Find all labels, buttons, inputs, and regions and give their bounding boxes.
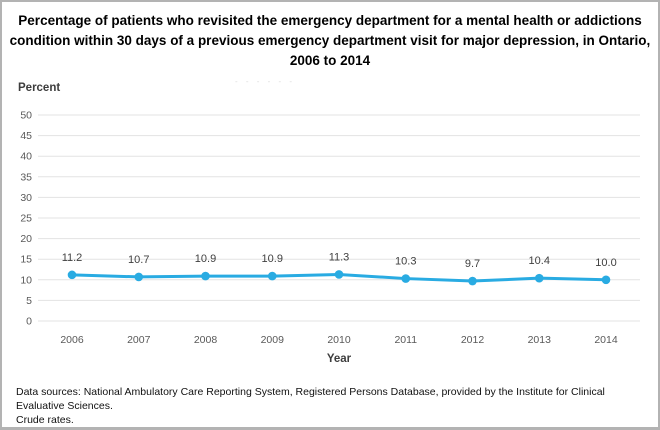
data-point — [468, 276, 477, 286]
data-point-label: 10.0 — [595, 257, 616, 269]
y-tick-label: 10 — [20, 274, 32, 286]
x-tick-label: 2013 — [528, 334, 552, 346]
y-tick-label: 25 — [20, 213, 32, 225]
x-tick-label: 2012 — [461, 334, 485, 346]
data-point — [534, 273, 544, 283]
data-point — [334, 270, 344, 279]
data-point — [267, 271, 277, 281]
y-axis-title: Percent — [18, 82, 61, 94]
data-point — [201, 271, 210, 281]
y-tick-label: 45 — [20, 130, 32, 142]
x-axis-title: Year — [326, 353, 352, 365]
x-tick-label: 2011 — [394, 334, 417, 346]
data-point-label: 10.7 — [128, 254, 149, 266]
data-point-label: 11.3 — [329, 251, 350, 263]
chart-title-line-1: Percentage of patients who revisited the… — [18, 13, 642, 28]
x-tick-label: 2007 — [127, 334, 151, 346]
x-tick-label: 2010 — [327, 334, 351, 346]
chart-title: Percentage of patients who revisited the… — [2, 11, 658, 71]
data-point — [601, 275, 611, 285]
data-point — [134, 272, 144, 282]
faint-artifact: - - - - - - — [235, 77, 296, 86]
chart-title-line-3: 2006 to 2014 — [289, 53, 371, 68]
data-sources-line-1: Data sources: National Ambulatory Care R… — [16, 386, 605, 412]
x-tick-label: 2006 — [60, 334, 84, 346]
chart-title-line-2: condition within 30 days of a previous e… — [9, 33, 651, 48]
data-point-label: 10.3 — [395, 256, 416, 268]
y-tick-label: 5 — [26, 295, 32, 307]
data-point — [67, 270, 77, 280]
y-tick-label: 40 — [20, 151, 32, 163]
y-tick-label: 50 — [20, 110, 32, 122]
data-point-label: 10.4 — [529, 255, 550, 267]
data-point-label: 9.7 — [465, 258, 480, 270]
data-sources-note: Data sources: National Ambulatory Care R… — [16, 385, 648, 427]
x-tick-label: 2014 — [594, 334, 618, 346]
data-point-label: 10.9 — [195, 253, 216, 265]
y-tick-label: 35 — [20, 171, 32, 183]
data-point-label: 10.9 — [262, 253, 283, 265]
data-point-label: 11.2 — [62, 252, 83, 264]
data-sources-line-2: Crude rates. — [16, 414, 74, 426]
y-tick-label: 15 — [20, 254, 32, 266]
data-point — [401, 274, 411, 283]
x-tick-label: 2008 — [194, 334, 218, 346]
y-tick-label: 30 — [20, 192, 32, 204]
y-tick-label: 0 — [26, 316, 32, 328]
x-tick-label: 2009 — [261, 334, 285, 346]
y-tick-label: 20 — [20, 233, 32, 245]
